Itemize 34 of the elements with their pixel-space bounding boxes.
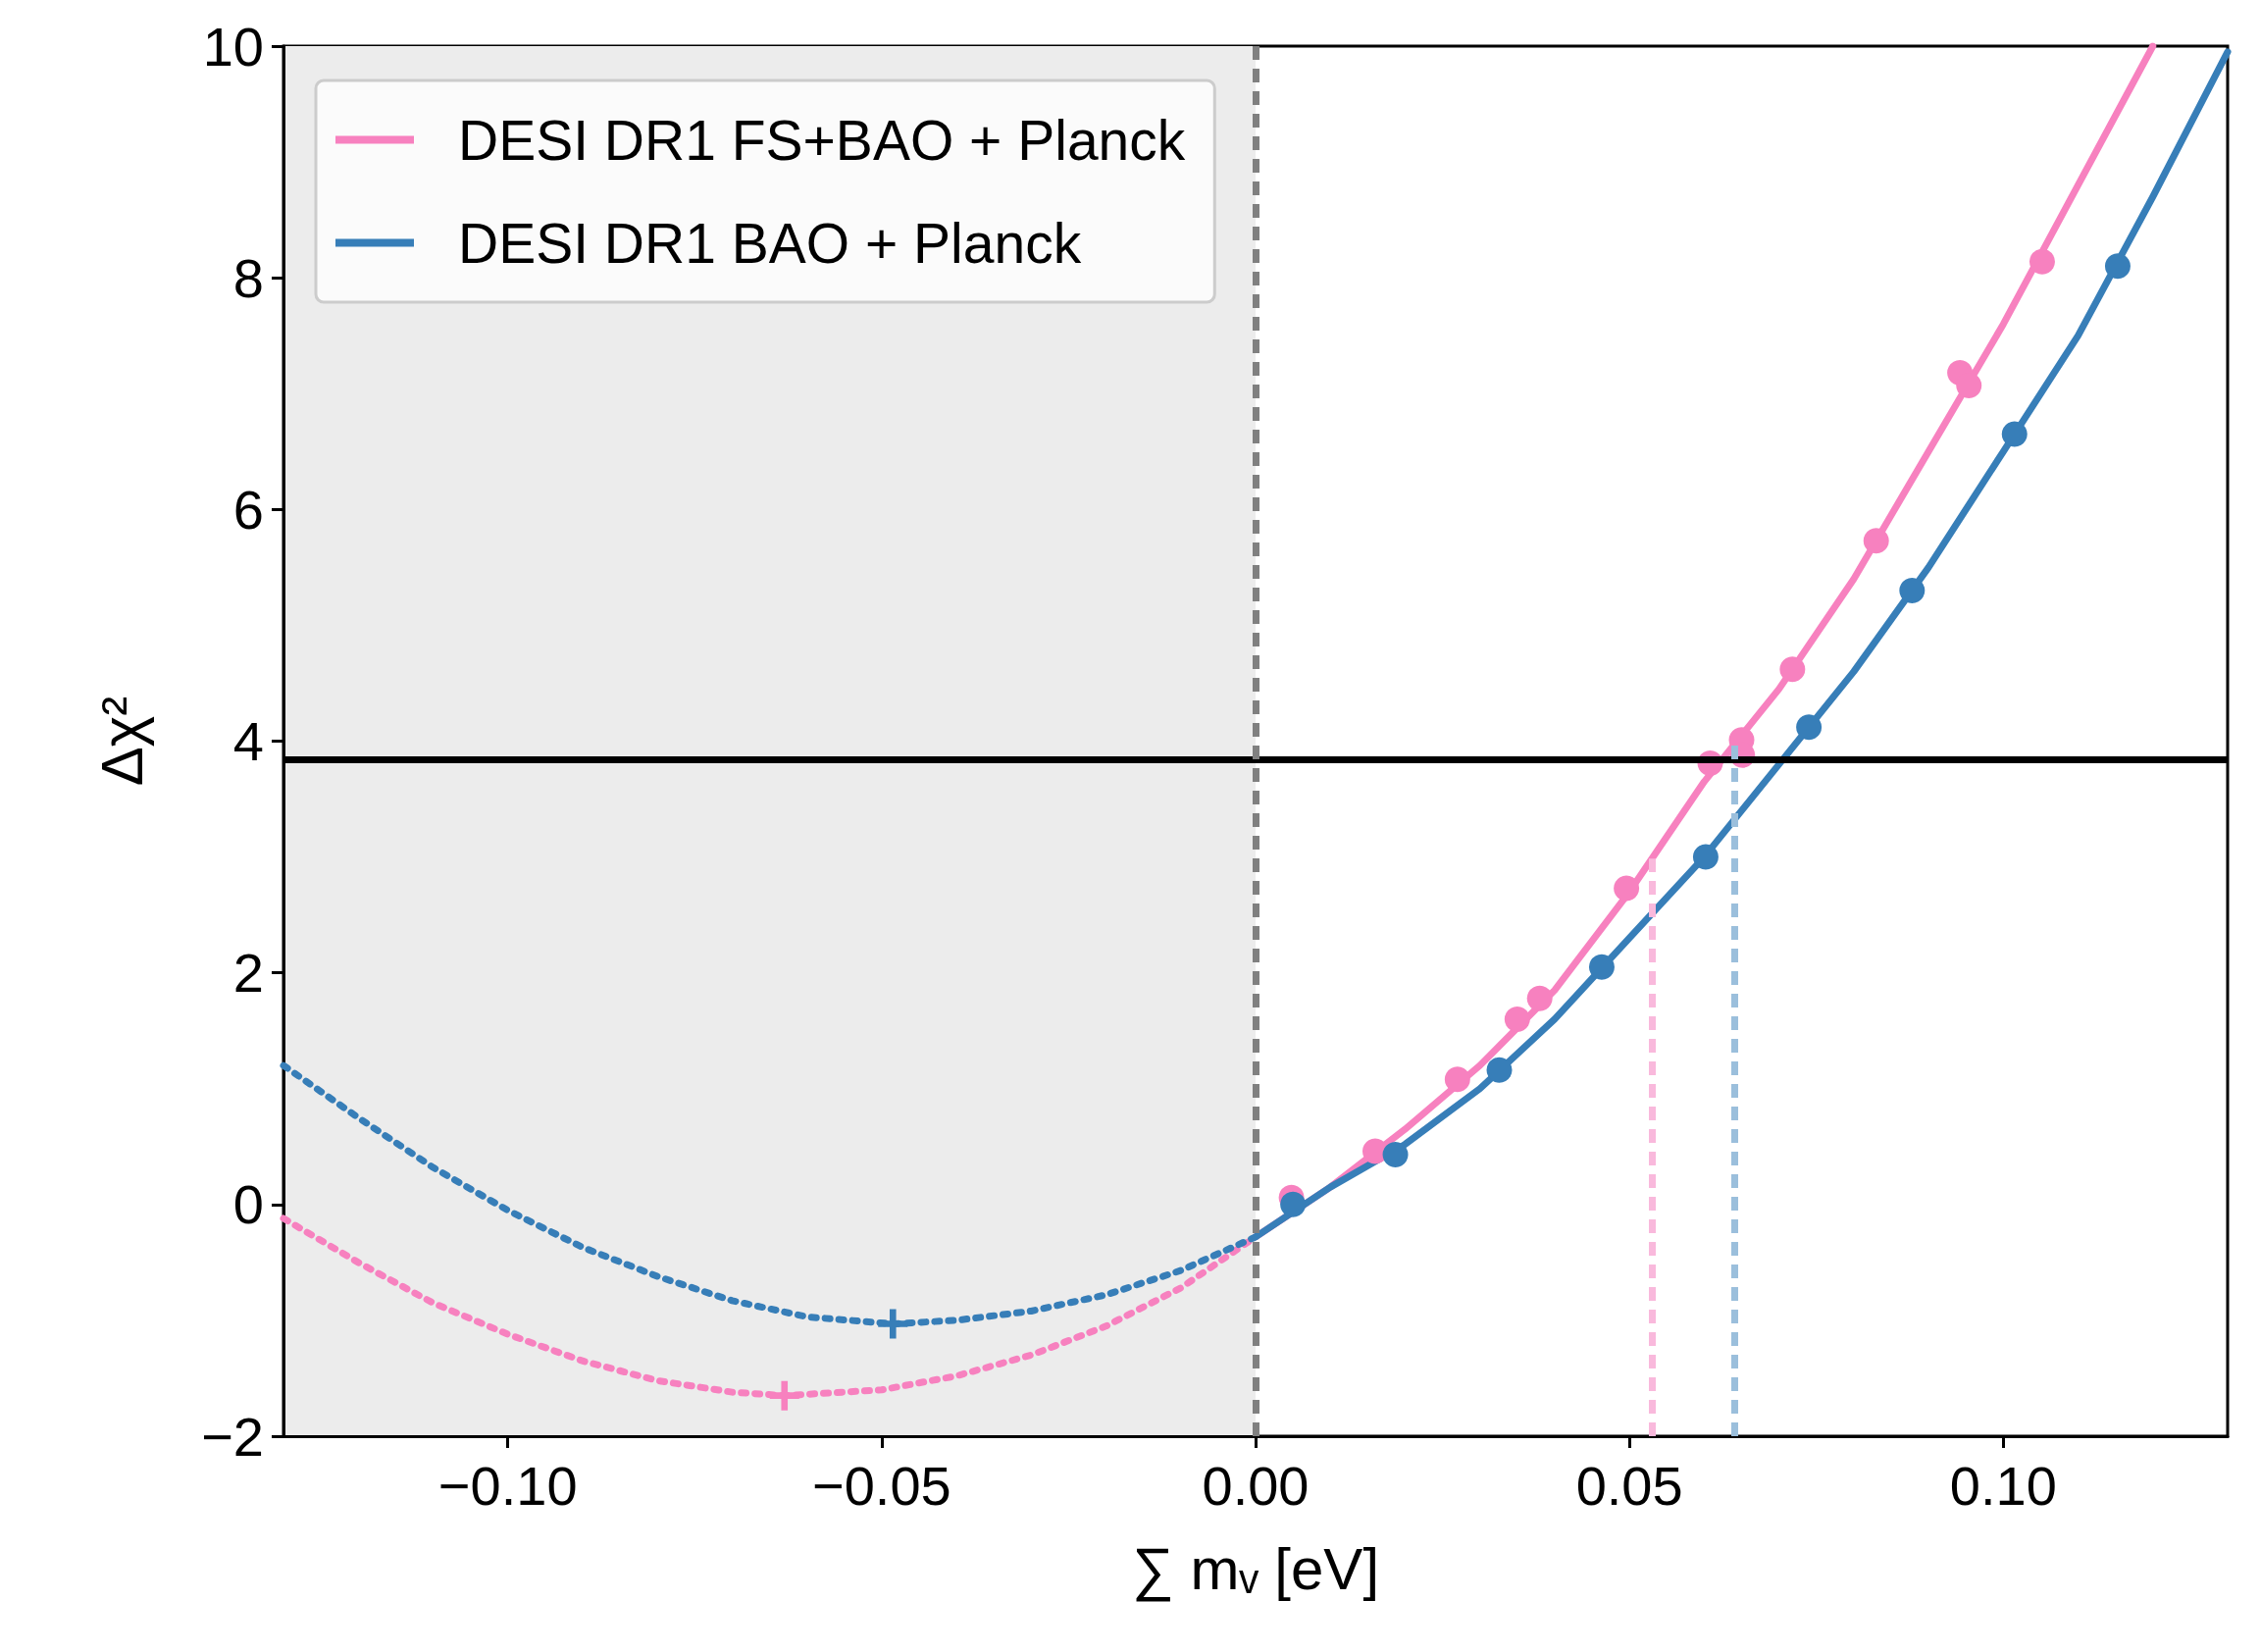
y-tick-label: 2 [232, 942, 264, 1005]
point [1899, 578, 1926, 603]
point [1796, 714, 1823, 741]
point [1504, 1006, 1530, 1032]
x-tick-label: 0.05 [1575, 1454, 1683, 1517]
point [1692, 844, 1719, 870]
legend-label: DESI DR1 BAO + Planck [458, 211, 1082, 275]
point [2104, 253, 2131, 280]
y-tick-label: 6 [232, 478, 264, 541]
x-tick-label: 0.00 [1202, 1454, 1310, 1517]
x-tick-label: −0.05 [811, 1454, 951, 1517]
y-tick-label: 8 [232, 246, 264, 309]
y-tick-label: 10 [202, 15, 264, 77]
point [1526, 985, 1553, 1011]
y-axis-title: Δχ² [88, 696, 155, 787]
point [1779, 656, 1806, 683]
point [2029, 248, 2055, 275]
y-tick-label: 0 [232, 1173, 264, 1236]
point [878, 1309, 908, 1339]
point [1614, 875, 1640, 902]
x-axis-title: ∑ mᵥ [eV] [1131, 1535, 1380, 1602]
point [1486, 1057, 1513, 1083]
x-tick-label: 0.10 [1949, 1454, 2057, 1517]
point [1382, 1142, 1409, 1168]
y-tick-label: −2 [201, 1405, 264, 1468]
point [1863, 528, 1889, 554]
point [2001, 421, 2028, 447]
x-tick-label: −0.10 [437, 1454, 578, 1517]
legend-label: DESI DR1 FS+BAO + Planck [458, 108, 1186, 172]
point [769, 1380, 799, 1411]
y-tick-label: 4 [232, 710, 264, 772]
point [1588, 954, 1615, 980]
point [1280, 1191, 1307, 1217]
point [1444, 1066, 1470, 1093]
